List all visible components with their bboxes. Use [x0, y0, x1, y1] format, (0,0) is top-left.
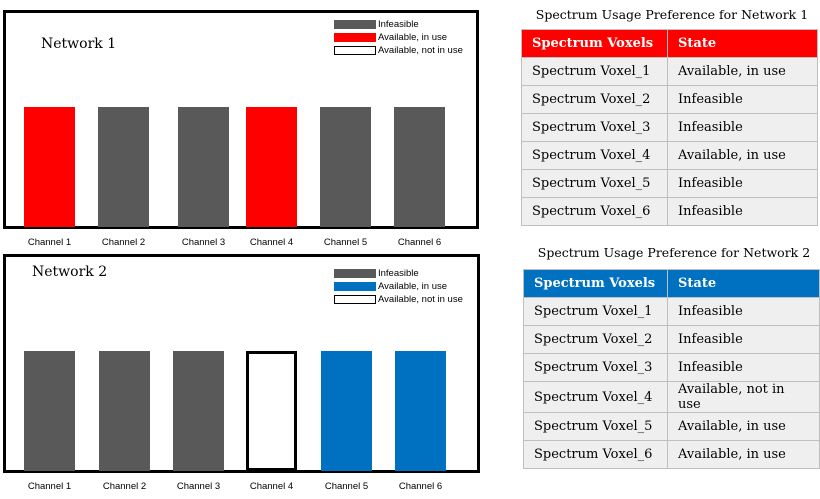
swatch-in-use — [334, 282, 376, 291]
channel-label: Channel 1 — [27, 481, 72, 492]
channel-label: Channel 5 — [324, 481, 369, 492]
voxel-cell: Spectrum Voxel_6 — [523, 440, 668, 469]
channel-bar-5 — [320, 107, 371, 227]
state-cell: Infeasible — [667, 85, 818, 114]
channel-label: Channel 2 — [101, 237, 146, 248]
channel-bar-1 — [24, 351, 75, 471]
network1-preference-table: Spectrum Voxels State Spectrum Voxel_1 Av… — [521, 29, 818, 226]
legend-label: Available, in use — [378, 281, 448, 292]
table-row: Spectrum Voxel_6 Infeasible — [521, 197, 818, 226]
network1-table-title: Spectrum Usage Preference for Network 1 — [535, 7, 809, 22]
table-row: Spectrum Voxel_5 Infeasible — [521, 169, 818, 198]
table-row: Spectrum Voxel_1 Available, in use — [521, 57, 818, 86]
voxel-cell: Spectrum Voxel_6 — [521, 197, 668, 226]
table-header-row: Spectrum Voxels State — [523, 269, 820, 298]
channel-label: Channel 3 — [176, 481, 221, 492]
voxel-cell: Spectrum Voxel_2 — [523, 325, 668, 354]
swatch-infeasible — [334, 20, 376, 29]
state-cell: Infeasible — [667, 197, 818, 226]
state-cell: Available, in use — [667, 141, 818, 170]
table-row: Spectrum Voxel_2 Infeasible — [521, 85, 818, 114]
voxel-cell: Spectrum Voxel_1 — [523, 297, 668, 326]
channel-label: Channel 6 — [398, 481, 443, 492]
legend-label: Available, in use — [378, 32, 448, 43]
voxel-cell: Spectrum Voxel_5 — [521, 169, 668, 198]
swatch-not-in-use — [334, 295, 376, 304]
column-header-voxels: Spectrum Voxels — [523, 269, 668, 298]
network2-preference-table: Spectrum Voxels State Spectrum Voxel_1 In… — [523, 269, 820, 469]
channel-bar-5 — [321, 351, 372, 471]
channel-label: Channel 4 — [249, 481, 294, 492]
network1-title: Network 1 — [41, 36, 117, 52]
channel-bar-4 — [246, 351, 297, 471]
legend-label: Available, not in use — [378, 294, 463, 305]
table-row: Spectrum Voxel_3 Infeasible — [521, 113, 818, 142]
table-header-row: Spectrum Voxels State — [521, 29, 818, 58]
voxel-cell: Spectrum Voxel_4 — [523, 381, 668, 413]
swatch-not-in-use — [334, 46, 376, 55]
table-row: Spectrum Voxel_6 Available, in use — [523, 440, 820, 469]
channel-bar-4 — [246, 107, 297, 227]
channel-bar-2 — [98, 107, 149, 227]
swatch-infeasible — [334, 269, 376, 278]
table-row: Spectrum Voxel_2 Infeasible — [523, 325, 820, 354]
legend-label: Infeasible — [378, 268, 419, 279]
channel-bar-2 — [99, 351, 150, 471]
voxel-cell: Spectrum Voxel_3 — [523, 353, 668, 382]
swatch-in-use — [334, 33, 376, 42]
voxel-cell: Spectrum Voxel_1 — [521, 57, 668, 86]
channel-label: Channel 4 — [249, 237, 294, 248]
voxel-cell: Spectrum Voxel_5 — [523, 412, 668, 441]
state-cell: Infeasible — [667, 297, 820, 326]
network2-table-title: Spectrum Usage Preference for Network 2 — [537, 245, 811, 260]
table-row: Spectrum Voxel_5 Available, in use — [523, 412, 820, 441]
legend-label: Available, not in use — [378, 45, 463, 56]
channel-bar-6 — [395, 351, 446, 471]
channel-label: Channel 1 — [27, 237, 72, 248]
state-cell: Infeasible — [667, 169, 818, 198]
state-cell: Available, in use — [667, 440, 820, 469]
legend-label: Infeasible — [378, 19, 419, 30]
state-cell: Available, not in use — [667, 381, 820, 413]
channel-label: Channel 3 — [181, 237, 226, 248]
state-cell: Available, in use — [667, 57, 818, 86]
channel-bar-6 — [394, 107, 445, 227]
state-cell: Infeasible — [667, 113, 818, 142]
table-row: Spectrum Voxel_4 Available, not in use — [523, 381, 820, 413]
table-row: Spectrum Voxel_3 Infeasible — [523, 353, 820, 382]
table-row: Spectrum Voxel_4 Available, in use — [521, 141, 818, 170]
voxel-cell: Spectrum Voxel_3 — [521, 113, 668, 142]
network2-title: Network 2 — [32, 264, 108, 280]
voxel-cell: Spectrum Voxel_4 — [521, 141, 668, 170]
table-row: Spectrum Voxel_1 Infeasible — [523, 297, 820, 326]
column-header-state: State — [667, 269, 820, 298]
column-header-state: State — [667, 29, 818, 58]
state-cell: Available, in use — [667, 412, 820, 441]
channel-label: Channel 2 — [102, 481, 147, 492]
voxel-cell: Spectrum Voxel_2 — [521, 85, 668, 114]
channel-label: Channel 6 — [397, 237, 442, 248]
state-cell: Infeasible — [667, 353, 820, 382]
channel-bar-1 — [24, 107, 75, 227]
channel-bar-3 — [178, 107, 229, 227]
channel-bar-3 — [173, 351, 224, 471]
state-cell: Infeasible — [667, 325, 820, 354]
channel-label: Channel 5 — [323, 237, 368, 248]
column-header-voxels: Spectrum Voxels — [521, 29, 668, 58]
